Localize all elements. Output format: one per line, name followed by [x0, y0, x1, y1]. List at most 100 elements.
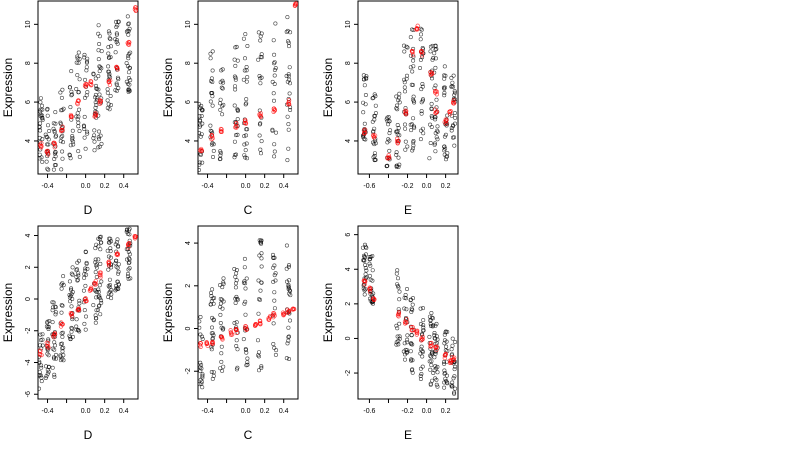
- data-point-black: [453, 115, 458, 120]
- data-point-black: [452, 374, 457, 379]
- data-point-black: [235, 365, 240, 370]
- data-point-red: [106, 80, 112, 85]
- data-point-black: [58, 120, 63, 125]
- data-point-red: [428, 72, 433, 78]
- data-point-black: [85, 59, 90, 64]
- data-point-black: [107, 74, 112, 79]
- data-point-black: [53, 352, 58, 357]
- data-point-black: [273, 66, 278, 71]
- data-point-black: [418, 373, 423, 378]
- data-point-black: [199, 366, 204, 371]
- data-point-black: [109, 296, 114, 301]
- data-point-red: [253, 321, 258, 327]
- data-point-black: [286, 127, 291, 132]
- data-point-black: [210, 94, 215, 99]
- data-point-black: [91, 303, 96, 308]
- data-point-red: [434, 347, 439, 353]
- data-point-black: [116, 86, 121, 91]
- data-point-black: [199, 103, 204, 108]
- data-point-black: [208, 56, 213, 61]
- data-point-black: [70, 128, 75, 133]
- data-point-black: [361, 110, 366, 115]
- x-tick-label: 0.0: [422, 183, 432, 190]
- data-point-black: [45, 320, 50, 325]
- data-point-red: [59, 322, 65, 327]
- data-point-black: [38, 112, 43, 117]
- data-point-black: [39, 375, 44, 380]
- data-point-black: [430, 316, 435, 321]
- data-point-black: [106, 29, 111, 34]
- data-point-black: [208, 51, 213, 56]
- data-point-black: [418, 347, 423, 352]
- points-layer: [38, 226, 138, 391]
- data-point-black: [361, 286, 366, 291]
- data-point-red: [286, 101, 291, 106]
- data-point-red: [271, 311, 277, 316]
- data-point-black: [259, 139, 264, 144]
- data-point-black: [285, 15, 290, 20]
- data-point-black: [363, 262, 368, 267]
- data-point-black: [287, 81, 292, 86]
- data-point-black: [451, 376, 456, 381]
- data-point-black: [96, 307, 101, 312]
- data-point-black: [367, 273, 372, 278]
- data-point-red: [415, 330, 420, 336]
- data-point-black: [211, 142, 216, 147]
- data-point-black: [286, 356, 291, 361]
- data-point-black: [403, 147, 408, 152]
- data-point-black: [397, 133, 402, 138]
- data-point-black: [106, 45, 111, 50]
- data-point-black: [75, 111, 80, 116]
- data-point-red: [367, 289, 373, 294]
- data-point-black: [93, 320, 98, 325]
- data-point-black: [45, 142, 50, 147]
- data-point-black: [433, 44, 438, 49]
- data-point-black: [82, 55, 87, 60]
- data-point-black: [221, 276, 226, 281]
- data-point-black: [443, 146, 448, 151]
- data-point-black: [404, 286, 409, 291]
- data-point-black: [367, 261, 372, 266]
- data-point-black: [402, 122, 407, 127]
- data-point-black: [127, 51, 132, 56]
- data-point-black: [449, 75, 454, 80]
- data-point-black: [99, 49, 104, 54]
- y-tick-label: 10: [25, 20, 32, 28]
- data-point-black: [75, 117, 80, 122]
- data-point-black: [411, 99, 416, 104]
- data-point-black: [106, 51, 111, 56]
- data-point-black: [94, 86, 99, 91]
- data-point-black: [76, 60, 81, 65]
- data-point-black: [106, 267, 111, 272]
- data-point-black: [97, 41, 102, 46]
- data-point-black: [108, 282, 113, 287]
- x-axis-label: D: [84, 428, 93, 442]
- data-point-black: [126, 53, 131, 58]
- data-point-black: [410, 296, 415, 301]
- data-point-black: [234, 44, 239, 49]
- data-point-black: [270, 128, 275, 133]
- data-point-black: [116, 269, 121, 274]
- data-point-black: [43, 364, 48, 369]
- data-point-black: [85, 129, 90, 134]
- data-point-black: [244, 141, 249, 146]
- data-point-black: [105, 98, 110, 103]
- data-point-black: [83, 266, 88, 271]
- data-point-black: [210, 287, 215, 292]
- data-point-black: [74, 268, 79, 273]
- data-point-black: [429, 363, 434, 368]
- data-point-black: [45, 113, 50, 118]
- data-point-black: [405, 340, 410, 345]
- data-point-black: [107, 236, 112, 241]
- data-point-black: [256, 368, 261, 373]
- data-point-black: [208, 123, 213, 128]
- data-point-black: [361, 283, 366, 288]
- data-point-black: [363, 137, 368, 142]
- y-tick-label: 6: [345, 100, 352, 104]
- data-point-black: [286, 282, 291, 287]
- data-point-black: [210, 141, 215, 146]
- data-point-black: [97, 34, 102, 39]
- data-point-red: [419, 336, 424, 341]
- data-point-black: [128, 78, 133, 83]
- data-point-black: [125, 227, 130, 232]
